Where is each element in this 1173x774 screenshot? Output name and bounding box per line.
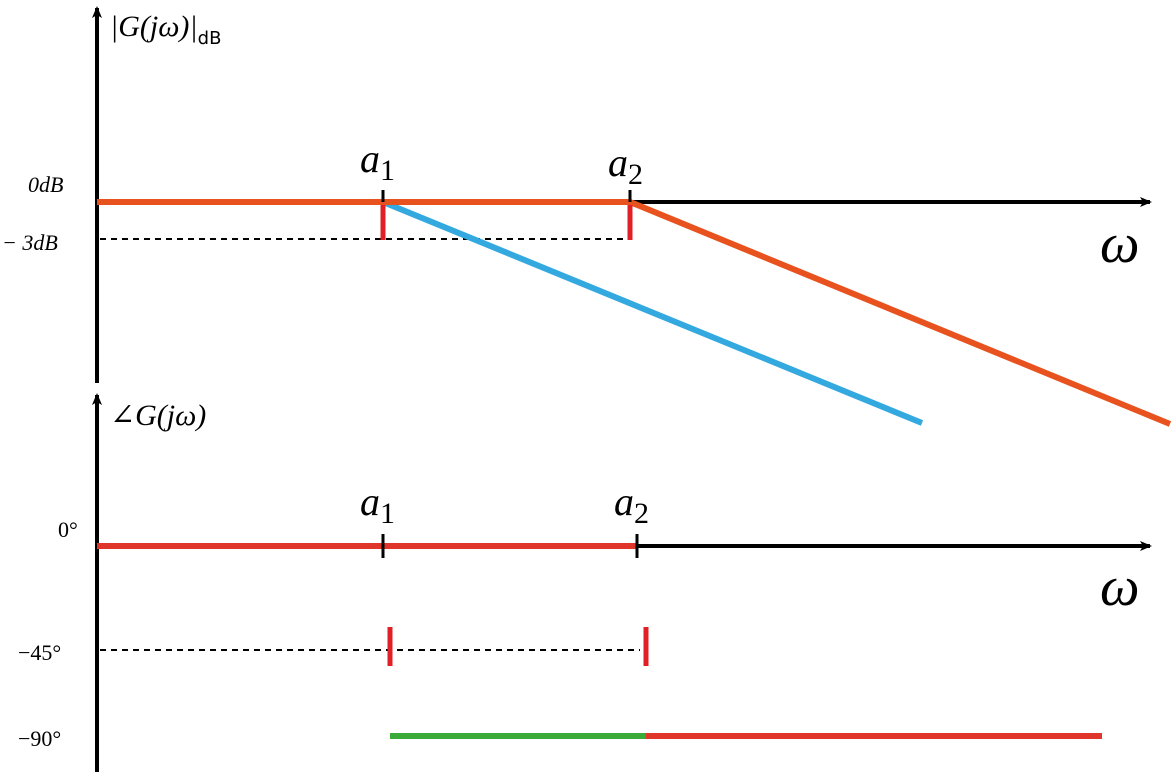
x-label: ω <box>1100 556 1140 618</box>
asymptote-orange <box>97 199 1172 427</box>
marker-label: a2 <box>608 140 643 191</box>
marker-base: a <box>614 479 634 524</box>
axis-label: ∠G(jω) <box>110 399 206 432</box>
marker-base: a <box>360 136 380 181</box>
marker-label: a1 <box>360 479 395 530</box>
marker-sub: 1 <box>380 154 395 187</box>
marker-label: a2 <box>614 479 649 530</box>
marker-label: a1 <box>360 136 395 187</box>
axis-label-sub: dB <box>198 28 222 49</box>
marker-sub: 1 <box>380 497 395 530</box>
phase-plot: ∠G(jω) 0° −45° −90° a1 a2 ω <box>18 393 1152 772</box>
marker-base: a <box>360 479 380 524</box>
tick-label: −45° <box>18 640 61 665</box>
axis-label-main: |G(jω)| <box>110 10 198 43</box>
marker-base: a <box>608 140 628 185</box>
axis-label: |G(jω)|dB <box>110 10 221 49</box>
tick-label: 0° <box>58 517 78 542</box>
tick-label: 0dB <box>28 172 63 197</box>
marker-sub: 2 <box>628 158 643 191</box>
marker-sub: 2 <box>634 497 649 530</box>
tick-label: − 3dB <box>2 230 58 255</box>
asymptote-blue <box>97 199 924 426</box>
tick-label: −90° <box>18 726 61 751</box>
magnitude-plot: |G(jω)|dB 0dB − 3dB a1 a2 ω <box>2 6 1172 427</box>
x-label: ω <box>1100 213 1140 275</box>
